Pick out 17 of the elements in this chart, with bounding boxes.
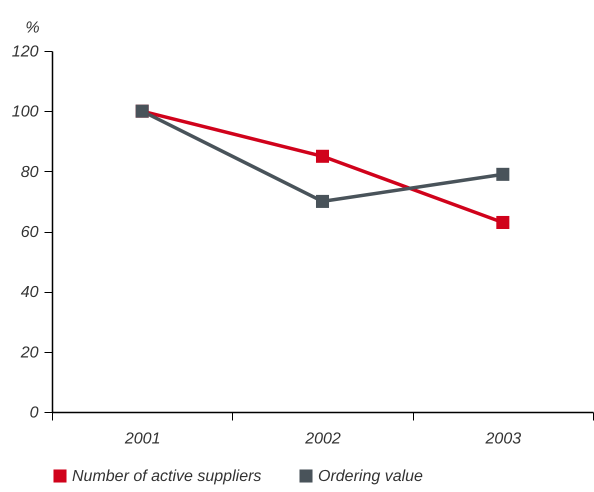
- y-tick-label: 80: [20, 164, 39, 181]
- y-tick-label: 60: [20, 224, 39, 241]
- point: [496, 168, 510, 181]
- point: [316, 150, 330, 163]
- x-tick-label: 2001: [124, 430, 160, 448]
- y-tick-label: 20: [20, 344, 39, 362]
- y-axis-title: %: [25, 20, 40, 36]
- point: [496, 216, 510, 229]
- y-tick-label: 40: [20, 284, 39, 302]
- point: [316, 194, 330, 208]
- legend-label: Number of active suppliers: [72, 468, 262, 485]
- x-tick-label: 2002: [304, 430, 341, 448]
- y-tick-label: 0: [30, 404, 39, 422]
- x-tick-label: 2003: [484, 430, 522, 448]
- y-tick-label: 120: [12, 44, 39, 60]
- y-tick-label: 100: [12, 104, 39, 121]
- legend-label: Ordering value: [318, 468, 424, 485]
